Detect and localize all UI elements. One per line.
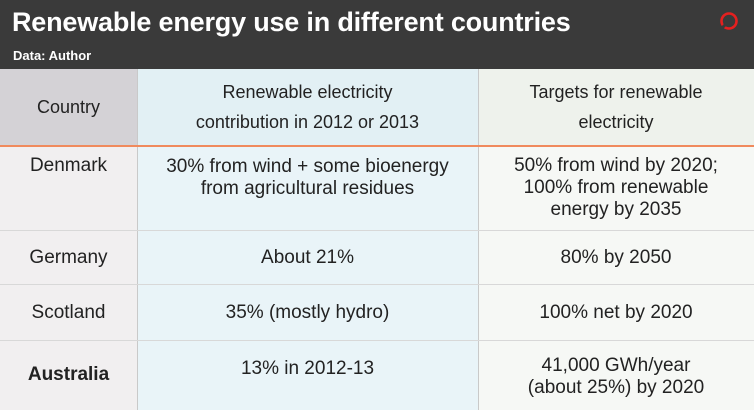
country-cell: Denmark <box>29 155 108 176</box>
column-header-contribution: Renewable electricity contribution in 20… <box>195 82 420 132</box>
country-cell: Scotland <box>31 301 106 323</box>
contribution-cell: 13% in 2012-13 <box>240 358 375 379</box>
target-cell: 100% net by 2020 <box>539 301 693 323</box>
contribution-cell: About 21% <box>261 246 354 268</box>
contribution-header-bg <box>137 69 478 145</box>
column-divider <box>478 69 479 410</box>
column-header-target: Targets for renewable electricity <box>529 82 703 132</box>
contribution-cell: 30% from wind + some bioenergy from agri… <box>166 156 449 199</box>
data-source-label: Data: Author <box>13 48 92 63</box>
column-header-country: Country <box>36 97 101 117</box>
page-title: Renewable energy use in different countr… <box>12 7 571 37</box>
contribution-cell: 35% (mostly hydro) <box>225 301 390 323</box>
country-cell: Australia <box>27 364 110 385</box>
header-bar: Renewable energy use in different countr… <box>0 0 754 69</box>
target-cell: 41,000 GWh/year (about 25%) by 2020 <box>527 355 705 398</box>
country-cell: Germany <box>29 246 108 268</box>
header-accent-line <box>0 145 754 147</box>
row-divider <box>0 230 754 231</box>
row-divider <box>0 284 754 285</box>
row-divider <box>0 340 754 341</box>
target-cell: 80% by 2050 <box>560 246 672 268</box>
comparison-table: Country Renewable electricity contributi… <box>0 69 754 410</box>
logo-icon <box>720 12 738 30</box>
country-header-bg <box>0 69 137 145</box>
target-header-bg <box>478 69 754 145</box>
column-divider <box>137 69 138 410</box>
target-cell: 50% from wind by 2020; 100% from renewab… <box>514 155 718 220</box>
